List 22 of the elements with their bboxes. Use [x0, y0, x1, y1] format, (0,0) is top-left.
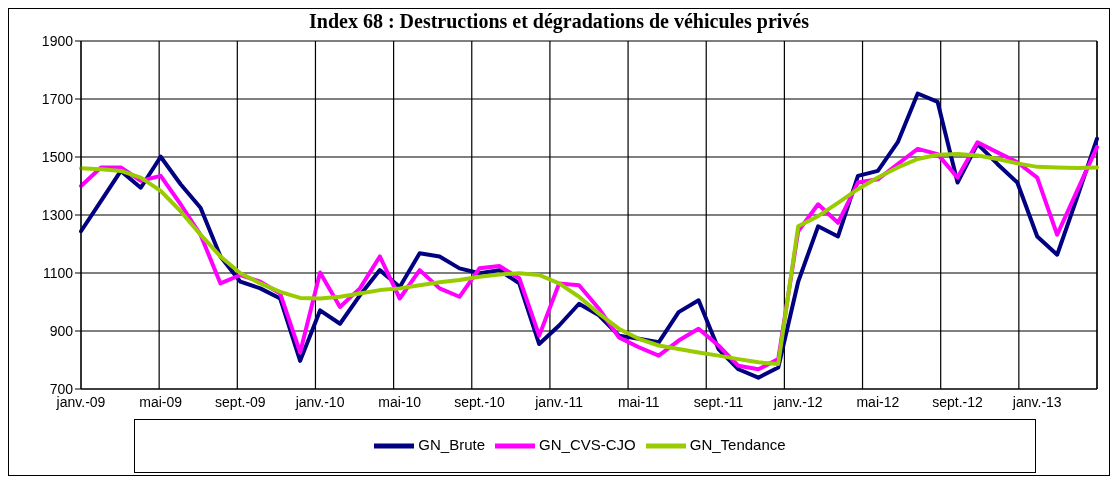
x-tick-label: mai-11 — [617, 393, 660, 410]
legend-label: GN_Brute — [418, 435, 486, 453]
x-tick-label: mai-12 — [856, 393, 900, 410]
x-tick-label: janv.-10 — [294, 393, 345, 410]
y-tick-label: 1900 — [41, 32, 74, 49]
x-tick-label: janv.-12 — [772, 393, 823, 410]
y-tick-label: 1500 — [41, 148, 74, 165]
legend-label: GN_CVS-CJO — [539, 435, 636, 453]
y-tick-label: 1300 — [41, 206, 74, 223]
y-tick-label: 900 — [49, 322, 74, 339]
chart-title: Index 68 : Destructions et dégradations de véhicules privés — [308, 9, 810, 33]
x-tick-label: mai-10 — [378, 393, 422, 410]
x-tick-label: sept.-12 — [932, 393, 984, 410]
x-tick-label: mai-09 — [139, 393, 183, 410]
x-tick-label: janv.-13 — [1011, 393, 1062, 410]
y-tick-label: 1100 — [42, 264, 74, 281]
x-tick-label: janv.-11 — [534, 393, 584, 410]
legend-label: GN_Tendance — [689, 435, 786, 453]
y-tick-label: 1700 — [41, 90, 74, 107]
x-tick-label: sept.-09 — [215, 393, 266, 410]
x-tick-label: sept.-10 — [454, 393, 505, 410]
x-tick-label: sept.-11 — [693, 393, 744, 410]
